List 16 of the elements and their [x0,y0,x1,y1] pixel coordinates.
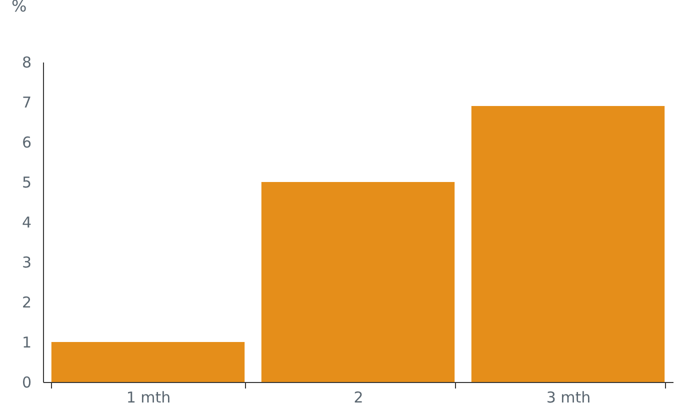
bar [51,342,245,382]
bar [471,106,665,382]
bar [261,182,455,382]
x-tick-label: 1 mth [126,388,171,406]
x-tick-label: 3 mth [546,388,591,406]
y-axis-title: % [12,0,27,16]
y-tick-label: 6 [22,134,32,152]
y-tick-label: 3 [22,254,32,272]
y-tick-label: 5 [22,174,32,192]
y-tick-label: 7 [22,94,32,112]
y-tick-label: 2 [22,294,32,312]
y-tick-label: 4 [22,214,32,232]
y-tick-label: 8 [22,54,32,72]
x-tick-label: 2 [354,388,364,406]
y-tick-label: 0 [22,374,32,392]
y-tick-label: 1 [22,334,32,352]
